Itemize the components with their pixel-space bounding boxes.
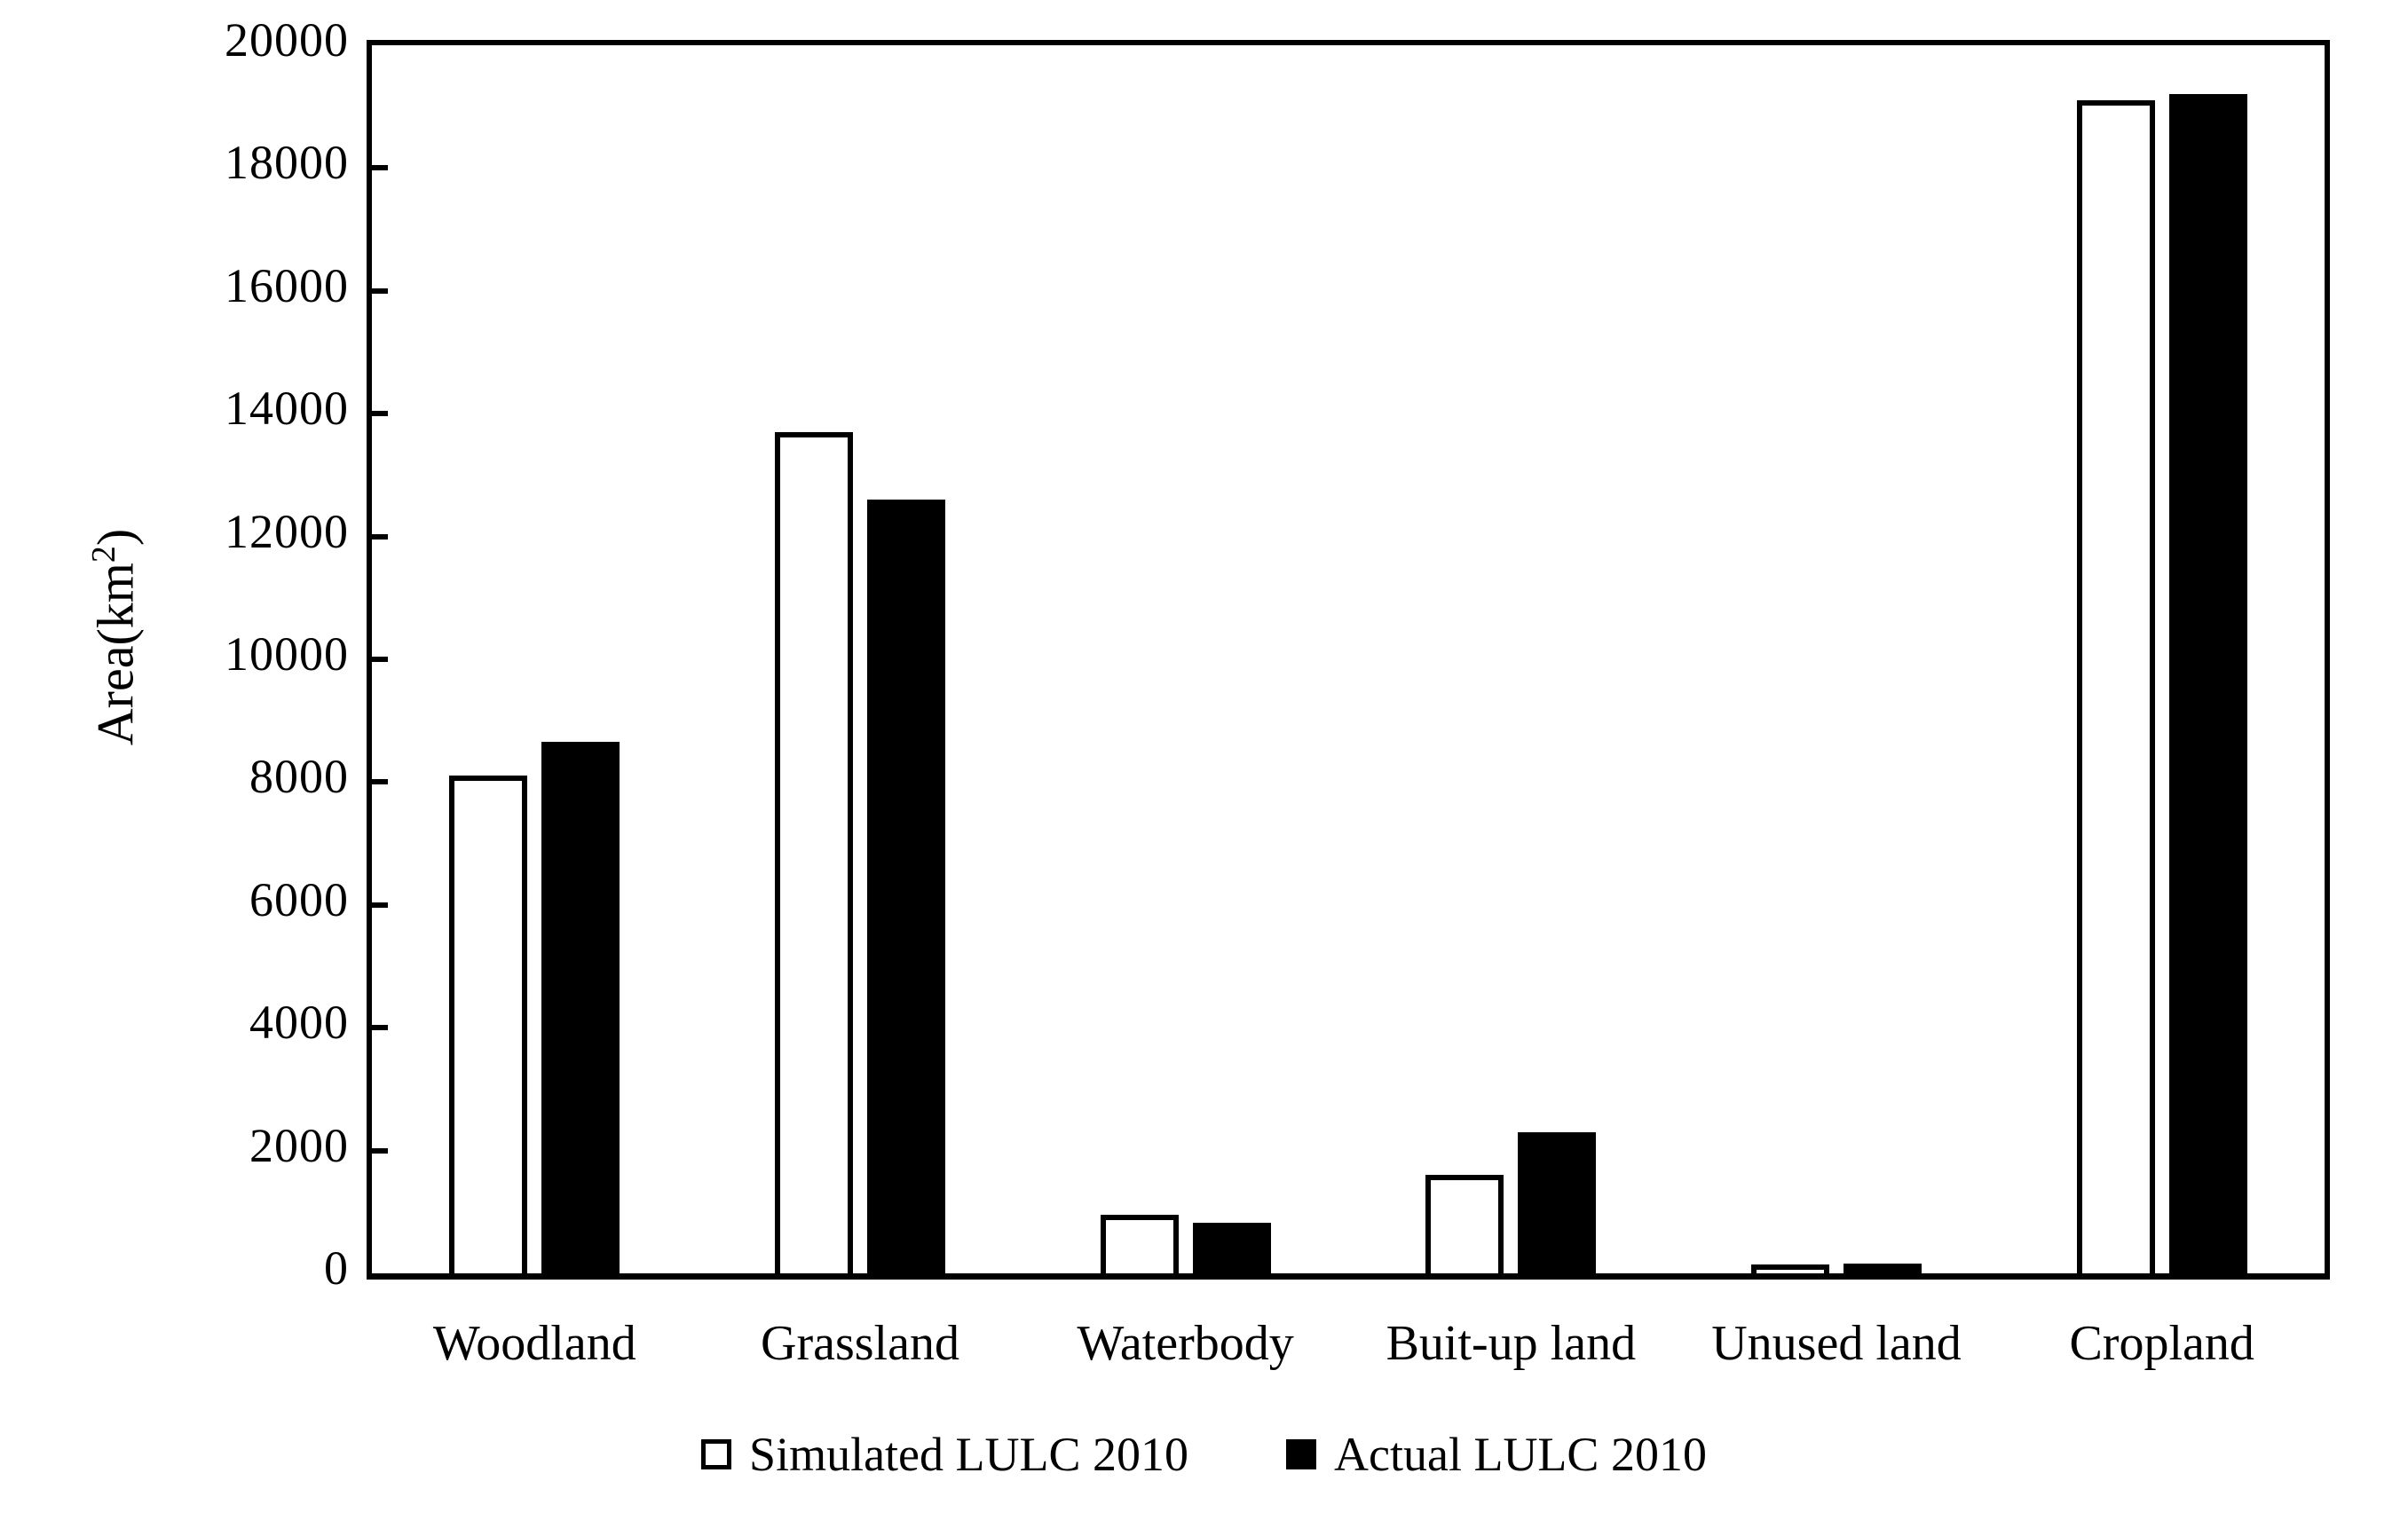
plot-area bbox=[367, 40, 2330, 1280]
y-tick-label: 0 bbox=[324, 1241, 349, 1295]
y-tick-mark bbox=[372, 165, 388, 171]
category-label: Buit-up land bbox=[1386, 1316, 1637, 1371]
bar-actual-unused-land bbox=[1844, 1263, 1922, 1273]
bar-simulated-buit-up-land bbox=[1425, 1175, 1504, 1273]
bar-simulated-cropland bbox=[2076, 100, 2155, 1273]
bar-actual-buit-up-land bbox=[1518, 1131, 1597, 1273]
legend-item: Simulated LULC 2010 bbox=[701, 1427, 1188, 1482]
y-tick-mark bbox=[372, 657, 388, 662]
y-tick-label: 12000 bbox=[225, 504, 349, 558]
y-tick-label: 6000 bbox=[249, 872, 349, 926]
bar-simulated-grassland bbox=[775, 431, 853, 1273]
bar-actual-woodland bbox=[541, 742, 620, 1273]
y-tick-mark bbox=[372, 1025, 388, 1031]
y-tick-mark bbox=[372, 533, 388, 540]
legend-swatch-actual bbox=[1286, 1439, 1317, 1469]
legend-label: Simulated LULC 2010 bbox=[749, 1428, 1189, 1481]
category-label: Unused land bbox=[1711, 1316, 1962, 1371]
y-tick-label: 10000 bbox=[225, 627, 349, 681]
bar-actual-grassland bbox=[867, 500, 945, 1273]
y-tick-label: 20000 bbox=[225, 13, 349, 67]
category-label: Waterbody bbox=[1077, 1316, 1294, 1371]
legend-swatch-simulated bbox=[701, 1439, 732, 1469]
y-tick-label: 4000 bbox=[249, 996, 349, 1050]
bar-simulated-unused-land bbox=[1751, 1264, 1829, 1273]
y-tick-label: 14000 bbox=[225, 382, 349, 436]
bar-actual-waterbody bbox=[1192, 1222, 1271, 1273]
y-tick-mark bbox=[372, 411, 388, 417]
y-tick-label: 2000 bbox=[249, 1118, 349, 1172]
y-tick-label: 16000 bbox=[225, 258, 349, 312]
y-tick-mark bbox=[372, 1147, 388, 1154]
legend-label: Actual LULC 2010 bbox=[1334, 1428, 1707, 1481]
bar-simulated-waterbody bbox=[1100, 1215, 1179, 1273]
bar-simulated-woodland bbox=[449, 776, 528, 1273]
category-label: Cropland bbox=[2069, 1316, 2254, 1371]
y-tick-label: 8000 bbox=[249, 750, 349, 804]
y-tick-mark bbox=[372, 779, 388, 785]
category-label: Grassland bbox=[761, 1316, 959, 1371]
y-tick-label: 18000 bbox=[225, 136, 349, 190]
category-label: Woodland bbox=[432, 1316, 636, 1371]
y-tick-mark bbox=[372, 902, 388, 908]
y-tick-mark bbox=[372, 288, 388, 294]
legend: Simulated LULC 2010 Actual LULC 2010 bbox=[0, 1427, 2408, 1482]
legend-item: Actual LULC 2010 bbox=[1286, 1427, 1707, 1482]
bar-actual-cropland bbox=[2168, 94, 2247, 1273]
